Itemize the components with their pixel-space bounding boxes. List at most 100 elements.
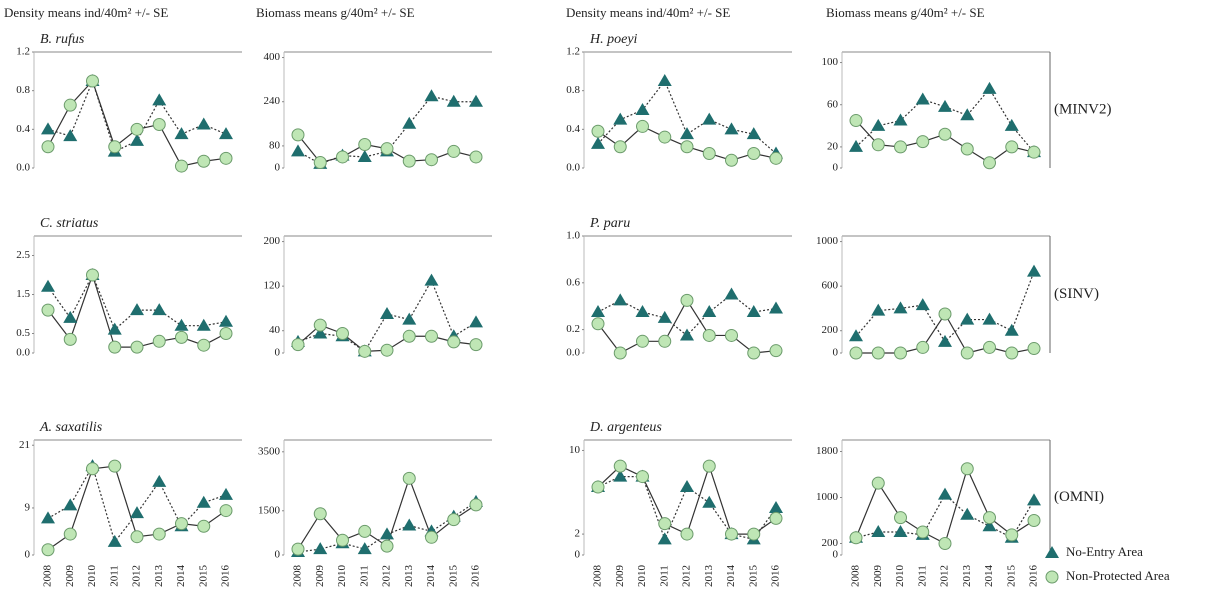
circle-marker [176,331,188,343]
x-tick-label: 2009 [614,565,626,588]
y-tick-label: 0 [275,162,281,174]
triangle-marker [613,293,627,305]
circle-marker [176,518,188,530]
x-tick-label: 2009 [314,565,326,588]
y-tick-label: 0.0 [16,347,30,359]
x-tick-label: 2012 [381,565,393,587]
triangle-marker [1005,119,1019,131]
triangle-marker [916,92,930,104]
x-tick-label: 2014 [725,565,737,588]
x-tick-label: 2008 [592,565,604,588]
triangle-marker [425,274,439,286]
circle-marker [42,544,54,556]
x-tick-label: 2012 [681,565,693,587]
circle-marker [637,120,649,132]
circle-marker [895,512,907,524]
triangle-marker [938,100,952,112]
circle-marker [961,463,973,475]
triangle-marker [871,119,885,131]
triangle-marker [152,303,166,315]
triangle-marker [402,313,416,325]
triangle-marker [469,95,483,107]
y-tick-label: 0.6 [566,276,580,288]
triangle-marker [938,488,952,500]
circle-marker [87,463,99,475]
y-tick-label: 0.0 [566,347,580,359]
circle-marker [109,341,121,353]
circle-marker [470,339,482,351]
y-tick-label: 1.5 [16,288,30,300]
circle-marker [292,339,304,351]
circle-marker [961,143,973,155]
triangle-marker [983,313,997,325]
circle-marker [592,318,604,330]
circle-marker [198,155,210,167]
column-header: Density means ind/40m² +/- SE [4,5,168,20]
x-tick-label: 2009 [872,565,884,588]
y-tick-label: 0.0 [566,162,580,174]
y-tick-label: 3500 [258,445,281,457]
circle-marker [381,143,393,155]
triangle-marker [725,122,739,134]
y-tick-label: 0.5 [16,327,30,339]
circle-marker [1028,343,1040,355]
y-tick-label: 1800 [816,445,839,457]
x-tick-label: 2016 [770,565,782,588]
circle-marker [153,119,165,131]
x-tick-label: 2012 [939,565,951,587]
triangle-marker [469,315,483,327]
y-tick-label: 20 [827,140,839,152]
y-tick-label: 0.4 [566,123,580,135]
triangle-marker [1045,546,1059,558]
circle-marker [220,328,232,340]
x-tick-label: 2008 [850,565,862,588]
triangle-marker [130,303,144,315]
triangle-marker [63,498,77,510]
circle-marker [448,145,460,157]
x-tick-label: 2013 [403,565,415,588]
circle-marker [359,139,371,151]
y-tick-label: 80 [269,139,281,151]
panel-title: P. paru [589,216,630,231]
circle-marker [426,330,438,342]
circle-marker [381,344,393,356]
circle-marker [939,308,951,320]
circle-marker [359,525,371,537]
triangle-marker [402,519,416,531]
y-tick-label: 1000 [816,491,839,503]
circle-marker [470,151,482,163]
circle-marker [292,129,304,141]
circle-marker [470,499,482,511]
x-tick-label: 2014 [425,565,437,588]
x-tick-label: 2016 [220,565,232,588]
x-tick-label: 2015 [747,565,759,588]
figure: Density means ind/40m² +/- SE Biomass mea… [0,0,1206,598]
circle-marker [448,514,460,526]
circle-marker [726,154,738,166]
circle-marker [917,526,929,538]
y-tick-label: 10 [569,444,581,456]
circle-marker [1028,146,1040,158]
circle-marker [403,472,415,484]
triangle-marker [658,532,672,544]
column-header: Biomass means g/40m² +/- SE [826,5,985,20]
circle-marker [1006,347,1018,359]
triangle-marker [747,305,761,317]
circle-marker [984,512,996,524]
circle-marker [1028,515,1040,527]
y-tick-label: 0 [275,347,281,359]
y-tick-label: 1500 [258,504,281,516]
circle-marker [176,160,188,172]
circle-marker [872,347,884,359]
y-tick-label: 2 [575,528,581,540]
circle-marker [770,152,782,164]
triangle-marker [41,122,55,134]
triangle-marker [152,475,166,487]
y-tick-label: 1000 [816,235,839,247]
legend-label: Non-Protected Area [1066,568,1170,583]
circle-marker [748,148,760,160]
triangle-marker [658,74,672,86]
circle-marker [917,341,929,353]
circle-marker [592,481,604,493]
triangle-marker [291,144,305,156]
